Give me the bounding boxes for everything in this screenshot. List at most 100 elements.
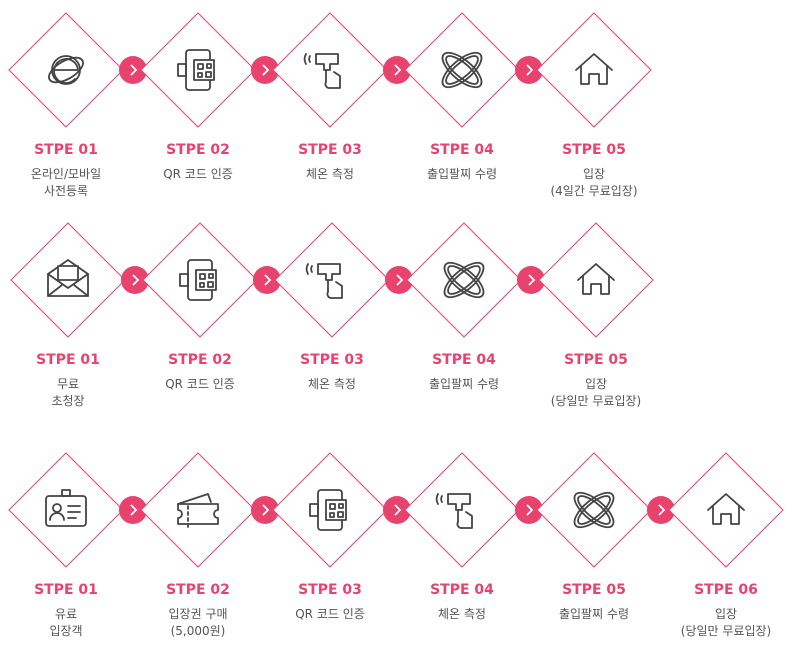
diamond-frame <box>140 452 256 568</box>
thermometer-gun-icon <box>303 53 341 89</box>
step-description: 출입팔찌 수령 <box>528 606 660 623</box>
envelope-icon <box>47 259 89 297</box>
thermometer-gun-icon <box>435 493 473 529</box>
step-description-line: 무료 <box>56 377 80 391</box>
chevron-right-icon <box>528 274 536 286</box>
step-description: 체온 측정 <box>396 606 528 623</box>
thermometer-gun-icon <box>305 263 343 299</box>
diamond-frame <box>140 12 256 128</box>
diamond-frame <box>404 12 520 128</box>
step-description: QR 코드 인증 <box>132 166 264 183</box>
step-description: QR 코드 인증 <box>134 376 266 393</box>
step-description-line: 입장객 <box>49 624 83 638</box>
step-description: 입장 (당일만 무료입장) <box>530 376 662 410</box>
step-description: 입장 (당일만 무료입장) <box>660 606 792 640</box>
diamond-frame <box>668 452 784 568</box>
step-description-line: 입장권 구매 <box>168 607 228 621</box>
step-number: STPE 04 <box>430 582 494 598</box>
diamond-frame <box>274 222 390 338</box>
chevron-right-icon <box>394 504 402 516</box>
step-number: STPE 04 <box>430 142 494 158</box>
step-description: 입장권 구매 (5,000원) <box>132 606 264 640</box>
wristband-icon <box>441 51 483 89</box>
step-description: 온라인/모바일 사전등록 <box>0 166 132 200</box>
step-description-line: (5,000원) <box>170 624 226 638</box>
step-description-line: 입장 <box>582 167 606 181</box>
step-number: STPE 04 <box>432 352 496 368</box>
chevron-right-icon <box>262 504 270 516</box>
step-description: QR 코드 인증 <box>264 606 396 623</box>
diamond-frame <box>536 452 652 568</box>
step-number: STPE 05 <box>562 142 626 158</box>
step-description-line: 초청장 <box>51 394 85 408</box>
chevron-right-icon <box>264 274 272 286</box>
diamond-frame <box>142 222 258 338</box>
chevron-right-icon <box>396 274 404 286</box>
step-description: 체온 측정 <box>264 166 396 183</box>
wristband-icon <box>573 491 615 529</box>
qr-phone-icon <box>309 489 347 531</box>
step-number: STPE 03 <box>298 142 362 158</box>
step-description-line: 출입팔찌 수령 <box>558 607 630 621</box>
step-description-line: (당일만 무료입장) <box>680 624 772 638</box>
step-description-line: 온라인/모바일 <box>30 167 102 181</box>
home-icon <box>577 263 615 295</box>
step-number: STPE 05 <box>562 582 626 598</box>
step-description-line: 유료 <box>54 607 78 621</box>
diamond-frame <box>8 12 124 128</box>
step-description-line: 출입팔찌 수령 <box>426 167 498 181</box>
qr-phone-icon <box>177 49 215 91</box>
step-description-line: 체온 측정 <box>308 377 356 391</box>
next-arrow-button <box>515 496 543 524</box>
step-description: 출입팔찌 수령 <box>396 166 528 183</box>
diamond-frame <box>406 222 522 338</box>
diamond-frame <box>10 222 126 338</box>
step-description-line: (당일만 무료입장) <box>550 394 642 408</box>
step-number: STPE 02 <box>166 582 230 598</box>
diamond-frame <box>404 452 520 568</box>
diamond-frame <box>272 12 388 128</box>
step-description-line: (4일간 무료입장) <box>550 184 638 198</box>
step-description-line: 입장 <box>584 377 608 391</box>
diamond-frame <box>536 12 652 128</box>
step-number: STPE 03 <box>300 352 364 368</box>
step-number: STPE 05 <box>564 352 628 368</box>
step-number: STPE 01 <box>34 142 98 158</box>
chevron-right-icon <box>658 504 666 516</box>
step-number: STPE 03 <box>298 582 362 598</box>
internet-explorer-icon <box>48 55 84 85</box>
step-description: 출입팔찌 수령 <box>398 376 530 393</box>
step-number: STPE 01 <box>36 352 100 368</box>
chevron-right-icon <box>262 64 270 76</box>
chevron-right-icon <box>394 64 402 76</box>
diamond-frame <box>8 452 124 568</box>
step-description: 체온 측정 <box>266 376 398 393</box>
ticket-icon <box>177 493 219 529</box>
home-icon <box>575 53 613 85</box>
step-description-line: 체온 측정 <box>438 607 486 621</box>
step-description-line: 입장 <box>714 607 738 621</box>
step-number: STPE 02 <box>166 142 230 158</box>
step-number: STPE 06 <box>694 582 758 598</box>
chevron-right-icon <box>526 504 534 516</box>
home-icon <box>707 493 745 525</box>
chevron-right-icon <box>132 274 140 286</box>
step-description: 입장 (4일간 무료입장) <box>528 166 660 200</box>
wristband-icon <box>443 261 485 299</box>
step-number: STPE 01 <box>34 582 98 598</box>
step-description-line: 출입팔찌 수령 <box>428 377 500 391</box>
chevron-right-icon <box>130 64 138 76</box>
step-number: STPE 02 <box>168 352 232 368</box>
step-description-line: QR 코드 인증 <box>165 377 235 391</box>
step-description-line: QR 코드 인증 <box>163 167 233 181</box>
chevron-right-icon <box>526 64 534 76</box>
diamond-frame <box>272 452 388 568</box>
chevron-right-icon <box>130 504 138 516</box>
diamond-frame <box>538 222 654 338</box>
id-card-icon <box>45 489 87 527</box>
step-description-line: 체온 측정 <box>306 167 354 181</box>
qr-phone-icon <box>179 259 217 301</box>
step-description-line: QR 코드 인증 <box>295 607 365 621</box>
